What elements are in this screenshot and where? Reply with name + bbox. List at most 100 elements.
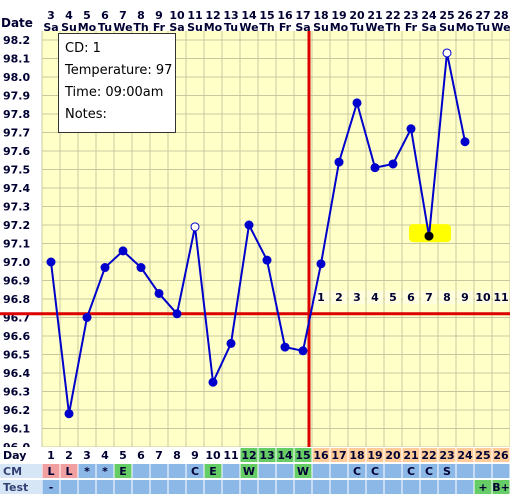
- temperature-point: [406, 124, 416, 134]
- y-tick-label: 98.2: [3, 34, 30, 47]
- temperature-point: [316, 259, 326, 269]
- tooltip-cd: CD: 1: [65, 41, 101, 56]
- weekday-label: Tu: [224, 21, 238, 34]
- dpo-label: 2: [335, 291, 343, 304]
- y-tick-label: 97.8: [3, 108, 30, 121]
- temperature-point: [118, 246, 128, 256]
- y-tick-label: 97.9: [3, 90, 30, 103]
- test-cell: [96, 480, 114, 494]
- cm-value: *: [84, 465, 90, 478]
- test-cell: [348, 480, 366, 494]
- test-cell: [168, 480, 186, 494]
- weekday-label: Su: [313, 21, 329, 34]
- data-point-tooltip: CD: 1 Temperature: 97 Time: 09:00am Note…: [58, 33, 176, 133]
- weekday-label: Fr: [279, 21, 292, 34]
- cm-cell: [258, 464, 276, 478]
- weekday-label: Th: [133, 21, 148, 34]
- test-cell: [60, 480, 78, 494]
- cycle-day-label: 26: [493, 449, 509, 462]
- y-tick-label: 97.0: [3, 256, 30, 269]
- cycle-day-label: 24: [457, 449, 473, 462]
- weekday-label: Mo: [78, 21, 97, 34]
- test-cell: [294, 480, 312, 494]
- cm-cell: [132, 464, 150, 478]
- cycle-day-label: 19: [367, 449, 382, 462]
- day-cell: [474, 448, 492, 462]
- cm-value: W: [297, 465, 309, 478]
- dpo-cell-bg: [313, 291, 329, 304]
- temperature-point: [64, 409, 74, 419]
- date-label: 9: [155, 9, 163, 22]
- dpo-cell-bg: [331, 291, 347, 304]
- weekday-label: Th: [259, 21, 274, 34]
- test-cell: [420, 480, 438, 494]
- cm-cell: [78, 464, 96, 478]
- cycle-day-label: 17: [331, 449, 346, 462]
- dpo-label: 10: [475, 291, 491, 304]
- day-cell: [312, 448, 330, 462]
- dpo-cell-bg: [457, 291, 473, 304]
- test-cell: [402, 480, 420, 494]
- dpo-label: 1: [317, 291, 325, 304]
- date-label: 28: [493, 9, 508, 22]
- day-cell: [96, 448, 114, 462]
- cycle-day-label: 16: [313, 449, 329, 462]
- date-label: 4: [65, 9, 73, 22]
- cm-cell: [42, 464, 60, 478]
- test-cell: [330, 480, 348, 494]
- weekday-label: Sa: [169, 21, 184, 34]
- y-tick-label: 98.1: [3, 53, 30, 66]
- dpo-cell-bg: [421, 291, 437, 304]
- cycle-day-label: 15: [295, 449, 310, 462]
- weekday-label: Mo: [330, 21, 349, 34]
- tooltip-temperature: Temperature: 97: [65, 63, 173, 78]
- temperature-point: [82, 313, 92, 322]
- y-tick-label: 97.3: [3, 201, 30, 214]
- temperature-point: [154, 288, 164, 298]
- temperature-point: [352, 98, 362, 108]
- cm-cell: [456, 464, 474, 478]
- weekday-label: Su: [439, 21, 455, 34]
- date-label: 15: [259, 9, 274, 22]
- cm-value: W: [243, 465, 255, 478]
- day-cell: [456, 448, 474, 462]
- weekday-label: Sa: [295, 21, 310, 34]
- dpo-label: 7: [425, 291, 433, 304]
- test-cell: [150, 480, 168, 494]
- dpo-label: 4: [371, 291, 379, 304]
- cm-cell: [384, 464, 402, 478]
- test-label-bg: [0, 480, 42, 494]
- temperature-point: [370, 163, 380, 173]
- day-cell: [384, 448, 402, 462]
- cm-cell: [150, 464, 168, 478]
- y-tick-label: 96.2: [3, 404, 30, 417]
- cycle-day-label: 4: [101, 449, 109, 462]
- cm-cell: [114, 464, 132, 478]
- temperature-point: [100, 263, 110, 273]
- dpo-cell-bg: [475, 291, 491, 304]
- cycle-day-label: 14: [277, 449, 293, 462]
- dpo-cell-bg: [493, 291, 509, 304]
- dpo-label: 11: [493, 291, 508, 304]
- temperature-point: [298, 346, 308, 356]
- cm-cell: [348, 464, 366, 478]
- cycle-day-label: 8: [173, 449, 181, 462]
- dpo-cell-bg: [349, 291, 365, 304]
- cycle-day-label: 12: [241, 449, 256, 462]
- cm-cell: [96, 464, 114, 478]
- temperature-point: [208, 377, 218, 387]
- y-tick-label: 96.6: [3, 330, 30, 343]
- day-cell: [366, 448, 384, 462]
- cm-value: S: [443, 465, 451, 478]
- date-label: 26: [457, 9, 473, 22]
- weekday-label: Su: [61, 21, 77, 34]
- dpo-cell-bg: [439, 291, 455, 304]
- y-tick-label: 96.5: [3, 349, 30, 362]
- weekday-label: We: [113, 21, 132, 34]
- cycle-day-label: 20: [385, 449, 401, 462]
- day-cell: [150, 448, 168, 462]
- date-label: 12: [205, 9, 220, 22]
- cm-cell: [474, 464, 492, 478]
